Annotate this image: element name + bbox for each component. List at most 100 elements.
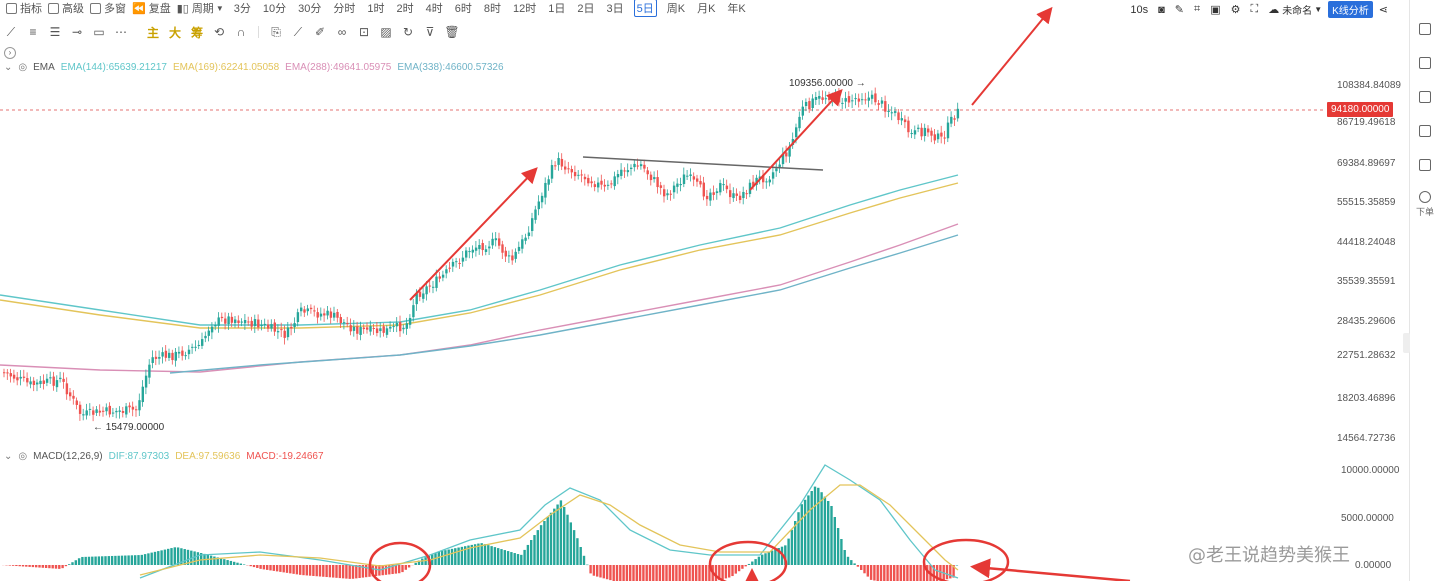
candle [435, 276, 438, 288]
candle [540, 195, 544, 203]
filter-icon[interactable]: ⊽ [425, 25, 435, 39]
timeframe-2[interactable]: 30分 [298, 3, 322, 15]
candle [738, 195, 742, 200]
timeframe-4[interactable]: 1时 [367, 3, 385, 15]
macd-bar [886, 565, 889, 581]
refresh-icon[interactable]: ↻ [402, 25, 414, 39]
macd-bar [345, 565, 348, 579]
macd-bar [368, 565, 371, 577]
macd-bar [447, 549, 450, 565]
panel-handle[interactable] [1403, 333, 1410, 353]
magnet-icon[interactable]: ∩ [236, 25, 246, 39]
sync-icon[interactable]: ⟲ [213, 25, 225, 39]
candle [402, 327, 405, 330]
horizontal-lines-icon[interactable]: ≡ [29, 25, 37, 39]
macd-bar [117, 555, 120, 565]
macd-bar [114, 555, 117, 565]
macd-bar [239, 563, 242, 565]
macd-bar [143, 554, 147, 565]
timeframe-9[interactable]: 12时 [512, 3, 537, 15]
grid-icon [90, 2, 101, 14]
candle [382, 326, 385, 333]
timeframe-14[interactable]: 周K [666, 3, 686, 15]
timeframe-11[interactable]: 2日 [577, 3, 595, 15]
chevron-down-icon[interactable]: ⌄ [4, 62, 13, 73]
chevron-down-icon[interactable]: ▼ [1314, 5, 1323, 14]
timeframe-10[interactable]: 1日 [548, 3, 566, 15]
advanced-button[interactable]: 高级 [48, 0, 84, 16]
share-icon[interactable]: ⋖ [1378, 4, 1388, 16]
parallel-lines-icon[interactable]: ☰ [49, 25, 61, 39]
save-icon[interactable]: ▣ [1210, 4, 1221, 16]
kline-analysis-button[interactable]: K线分析 [1328, 1, 1373, 18]
pencil-icon[interactable]: ✎ [1174, 4, 1184, 16]
candle [877, 103, 880, 105]
gear-icon[interactable]: ⚙ [1230, 4, 1241, 16]
timeframe-3[interactable]: 分时 [333, 3, 356, 15]
candle [445, 269, 448, 274]
copy-icon[interactable]: ⎘ [271, 24, 281, 39]
draw-icon[interactable]: ✐ [314, 25, 326, 39]
camera-icon[interactable]: ◙ [1158, 3, 1165, 16]
fullscreen-icon[interactable]: ⛶ [1250, 3, 1259, 15]
chip-button[interactable]: 筹 [190, 25, 203, 40]
timeframe-15[interactable]: 月K [697, 3, 716, 15]
macd-bar [328, 565, 332, 578]
trash-icon[interactable]: 🗑 [444, 25, 460, 39]
candle [62, 378, 65, 382]
ema-144-line [0, 174, 959, 326]
main-button[interactable]: 主 [146, 25, 159, 40]
rectangle-icon[interactable]: ▭ [93, 25, 105, 39]
timeframe-6[interactable]: 4时 [425, 3, 443, 15]
chevron-down-icon[interactable]: ⌄ [4, 451, 13, 462]
frame-icon[interactable]: ⌗ [1194, 3, 1201, 15]
macd-bar [256, 565, 259, 568]
macd-bar [150, 552, 153, 565]
trendline-icon[interactable]: ⟋ [6, 24, 16, 39]
chart-icon[interactable] [1410, 114, 1440, 148]
timeframe-8[interactable]: 8时 [483, 3, 501, 15]
order-button[interactable]: 下单 [1410, 182, 1440, 226]
expand-icon[interactable]: › [4, 47, 16, 59]
macd-dif-label: DIF:87.97303 [108, 451, 170, 462]
candle [488, 246, 491, 249]
price-chart[interactable] [0, 0, 1410, 581]
macd-bar [764, 553, 767, 565]
big-button[interactable]: 大 [168, 25, 181, 40]
lock-icon[interactable]: ⊡ [358, 25, 370, 39]
image-icon[interactable]: ▨ [380, 25, 392, 39]
indicator-button[interactable]: 指标 [6, 0, 42, 16]
more-icon[interactable]: ⋯ [115, 25, 127, 39]
timeframe-0[interactable]: 3分 [233, 3, 251, 15]
macd-axis-tick: 10000.00000 [1341, 465, 1400, 476]
link-icon[interactable]: ∞ [337, 25, 347, 39]
timeframe-13[interactable]: 5日 [633, 0, 657, 17]
period-button[interactable]: ▮▯ 周期 ▼ [177, 0, 224, 16]
eye-icon[interactable]: ◎ [18, 62, 28, 73]
resistance-line[interactable] [582, 156, 824, 171]
macd-bar [724, 565, 728, 579]
layout-name[interactable]: 未命名 [1282, 6, 1313, 17]
ema-169-label: EMA(169):62241.05058 [172, 62, 280, 73]
timeframe-5[interactable]: 2时 [396, 3, 414, 15]
eye-icon[interactable]: ◎ [18, 451, 28, 462]
document-icon[interactable] [1410, 12, 1440, 46]
timeframe-16[interactable]: 年K [727, 3, 746, 15]
dollar-icon[interactable] [1410, 46, 1440, 80]
calculator-icon[interactable] [1410, 148, 1440, 182]
ray-icon[interactable]: ⊸ [71, 25, 83, 39]
macd-bar [906, 565, 909, 581]
timeframe-1[interactable]: 10分 [262, 3, 287, 15]
macd-bar [417, 560, 421, 565]
macd-bar [460, 546, 464, 565]
macd-bar [668, 565, 671, 581]
trend-icon[interactable] [1410, 80, 1440, 114]
timeframe-12[interactable]: 3日 [606, 3, 624, 15]
timeframe-7[interactable]: 6时 [454, 3, 472, 15]
candle [821, 97, 824, 100]
candle [712, 192, 715, 195]
replay-button[interactable]: ⏪ 复盘 [132, 0, 171, 16]
ruler-icon[interactable]: ⟋ [293, 24, 303, 39]
interval-label[interactable]: 10s [1130, 3, 1149, 16]
multiwindow-button[interactable]: 多窗 [90, 0, 126, 16]
